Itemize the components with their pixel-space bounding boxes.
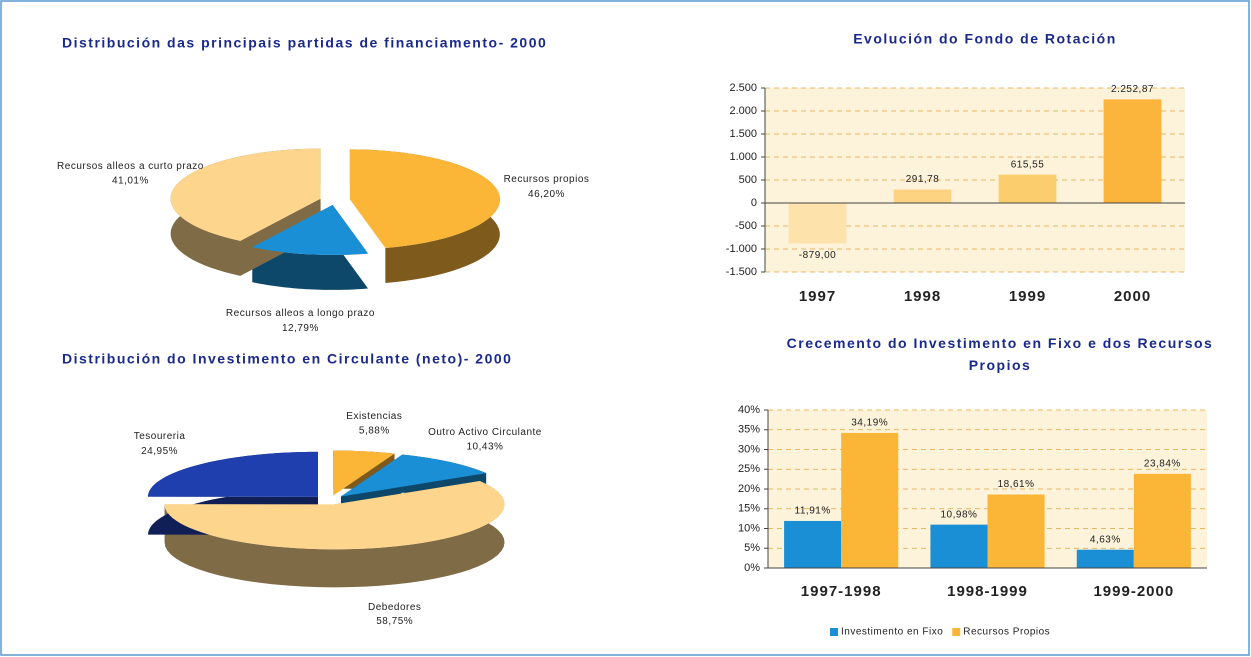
value-label: 10,98%: [941, 509, 978, 520]
x-tick-label: 1999: [1009, 288, 1046, 305]
y-tick-label: 10%: [738, 522, 760, 534]
value-label: 615,55: [1011, 159, 1045, 170]
legend-swatch: [952, 628, 961, 636]
y-tick-label: 15%: [738, 503, 760, 515]
y-tick-label: -500: [735, 220, 757, 232]
y-tick-label: 30%: [738, 443, 760, 455]
chart-title: Crecemento do Investimento en Fixo e dos…: [786, 335, 1214, 373]
slice-value-label: 46,20%: [528, 189, 565, 200]
x-tick-label: 1998-1999: [947, 583, 1028, 600]
x-tick-label: 2000: [1114, 288, 1151, 305]
y-tick-label: 0%: [744, 562, 760, 574]
value-label: 2.252,87: [1111, 84, 1154, 95]
legend-label: Recursos Propios: [963, 627, 1050, 638]
legend-label: Investimento en Fixo: [841, 627, 943, 638]
value-label: -879,00: [799, 250, 836, 261]
slice-label: Outro Activo Circulante: [428, 427, 542, 439]
slice-value-label: 58,75%: [376, 616, 413, 627]
bar: [1103, 99, 1162, 203]
bar: [987, 494, 1045, 568]
slice-label-box: Debedores: [367, 601, 422, 613]
slice: [333, 450, 395, 496]
y-tick-label: 35%: [738, 424, 760, 436]
y-tick-label: 1.500: [729, 128, 757, 140]
value-label: 18,61%: [998, 479, 1035, 490]
slice-label: Tesoureria: [133, 431, 186, 443]
slice-value-label: 10,43%: [467, 442, 504, 453]
slice: [340, 454, 487, 497]
y-tick-label: -1.000: [726, 243, 757, 255]
slice: [349, 149, 500, 248]
value-label: 4,63%: [1090, 534, 1121, 545]
bar: [998, 174, 1057, 203]
value-label: 23,84%: [1144, 458, 1181, 469]
bar: [1076, 549, 1134, 568]
slice-value-label: 24,95%: [141, 446, 178, 457]
value-label: 291,78: [906, 174, 940, 185]
y-tick-label: 2.500: [729, 82, 757, 94]
slice-label-box: Recursos alleos a longo prazo: [225, 308, 375, 320]
y-tick-label: -1.500: [726, 266, 757, 278]
x-tick-label: 1997-1998: [801, 583, 882, 600]
slice: [252, 204, 369, 255]
chart-title: Distribución das principais partidas de …: [62, 35, 547, 51]
slice-label: Recursos alleos a longo prazo: [225, 308, 375, 320]
y-tick-label: 2.000: [729, 105, 757, 117]
slice-label-box: Existencias: [346, 411, 403, 422]
slice-value-label: 12,79%: [282, 323, 319, 334]
value-label: 11,91%: [795, 506, 831, 517]
x-tick-label: 1997: [799, 288, 836, 305]
slice-label-box: Recursos propios: [503, 174, 590, 186]
bar: [788, 203, 847, 244]
slice-value-label: 41,01%: [112, 176, 149, 187]
slice-value-label: 5,88%: [359, 426, 390, 437]
slice-label-box: Tesoureria: [133, 431, 186, 443]
slice-label: Existencias: [346, 411, 403, 422]
y-tick-label: 25%: [738, 463, 760, 475]
bar: [893, 189, 952, 203]
slice-label: Recursos propios: [503, 174, 590, 186]
x-tick-label: 1998: [904, 288, 941, 305]
slice-label: Recursos alleos a curto prazo: [57, 161, 204, 172]
y-tick-label: 20%: [738, 483, 760, 495]
slice-label-box: Recursos alleos a curto prazo: [57, 161, 204, 172]
y-tick-label: 5%: [744, 542, 760, 554]
bar: [841, 432, 899, 568]
slice: [164, 480, 505, 550]
value-label: 34,19%: [851, 418, 888, 429]
y-tick-label: 40%: [738, 404, 760, 416]
y-tick-label: 0: [751, 197, 757, 209]
legend-swatch: [830, 628, 838, 636]
slice: [147, 451, 318, 497]
chart-title-box: Crecemento do Investimento en Fixo e dos…: [786, 335, 1214, 373]
slice: [170, 148, 321, 241]
slice-label: Debedores: [367, 601, 422, 613]
y-tick-label: 1.000: [729, 151, 757, 163]
bar: [784, 520, 842, 568]
y-tick-label: 500: [739, 174, 757, 186]
bar: [1133, 473, 1191, 568]
bar: [930, 524, 988, 568]
x-tick-label: 1999-2000: [1093, 583, 1174, 600]
chart-title: Distribución do Investimento en Circulan…: [62, 351, 512, 367]
chart-title: Evolución do Fondo de Rotación: [853, 31, 1117, 47]
slice-label-box: Outro Activo Circulante: [428, 427, 542, 439]
